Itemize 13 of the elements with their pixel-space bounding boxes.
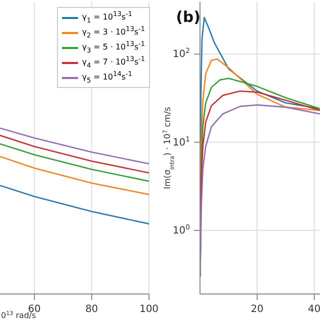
legend-label: γ$_{3}$ = 5 · 10$^{13}$s$^{-1}$ <box>82 40 145 55</box>
annotation: (b) <box>176 8 200 26</box>
legend-label: γ$_{2}$ = 3 · 10$^{13}$s$^{-1}$ <box>82 25 145 40</box>
x-tick-label: 20 <box>250 304 264 315</box>
legend-label: γ$_{5}$ = 10$^{14}$s$^{-1}$ <box>82 70 132 85</box>
legend-label: γ$_{4}$ = 7 · 10$^{13}$s$^{-1}$ <box>82 55 145 70</box>
y-tick-label: 10$^{2}$ <box>172 47 190 60</box>
x-tick-label: 100 <box>139 304 159 315</box>
y-tick-label: 10$^{0}$ <box>172 223 190 236</box>
legend-label: γ$_{1}$ = 10$^{13}$s$^{-1}$ <box>82 10 132 25</box>
x-tick-label: 80 <box>85 304 98 315</box>
y-tick-label: 10$^{1}$ <box>172 135 190 148</box>
x-tick-label: 40 <box>308 304 320 315</box>
